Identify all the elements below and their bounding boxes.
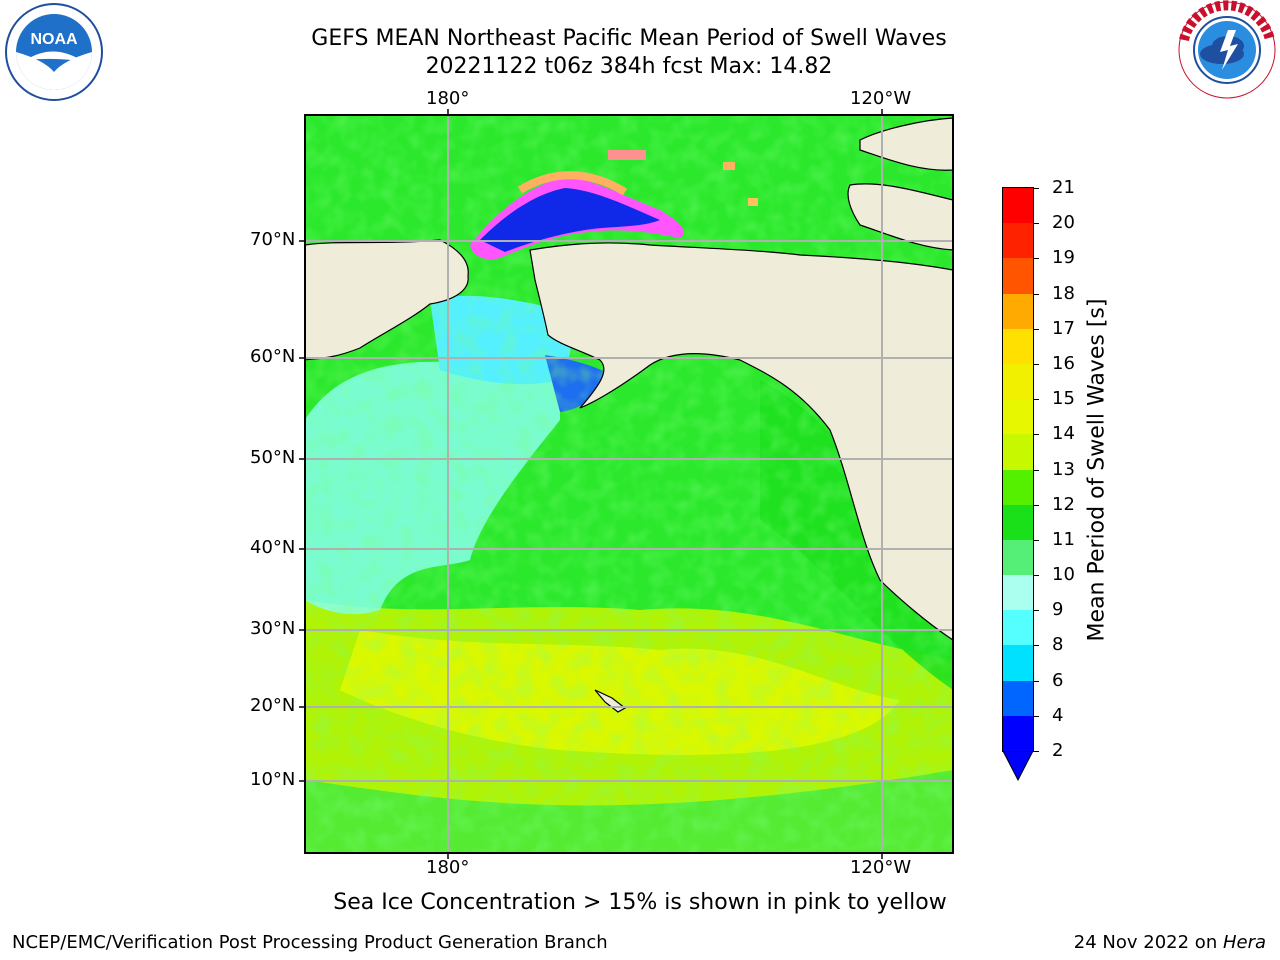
colorbar-segment: [1003, 328, 1033, 365]
colorbar-tick-label: 9: [1052, 599, 1064, 621]
colorbar-tick-mark: [1033, 715, 1039, 717]
colorbar-segment: [1003, 645, 1033, 682]
sea-ice-edge: [517, 171, 628, 196]
colorbar-tick-label: 17: [1052, 317, 1075, 339]
colorbar-tick-label: 16: [1052, 352, 1075, 374]
colorbar-tick-mark: [1033, 434, 1039, 436]
colorbar-tick-mark: [1033, 575, 1039, 577]
land-asia: [305, 239, 469, 361]
colorbar-segment: [1003, 469, 1033, 506]
colorbar-tick-label: 15: [1052, 388, 1075, 410]
lat-label-70n: 70°N: [250, 229, 296, 250]
colorbar-tick-mark: [1033, 504, 1039, 506]
noaa-logo: NOAA: [5, 3, 103, 101]
sea-ice-core: [480, 188, 660, 252]
svg-text:NOAA: NOAA: [30, 31, 78, 48]
colorbar-tick-label: 2: [1052, 740, 1064, 761]
colorbar-tick-mark: [1033, 223, 1039, 225]
land-alaska-canada: [529, 242, 953, 641]
colorbar-tick-label: 4: [1052, 704, 1064, 726]
colorbar-tick-label: 19: [1052, 247, 1075, 269]
colorbar-segment: [1003, 504, 1033, 541]
colorbar-segment: [1003, 610, 1033, 646]
colorbar-segment: [1003, 680, 1033, 717]
colorbar-tick-mark: [1033, 293, 1039, 295]
lon-label-top-120w: 120°W: [850, 88, 912, 109]
footer-date-text: 24 Nov 2022 on: [1073, 932, 1223, 953]
colorbar: [1002, 187, 1034, 752]
colorbar-tick-mark: [1033, 188, 1039, 189]
colorbar-label: Mean Period of Swell Waves [s]: [1084, 298, 1110, 642]
footer-branch: NCEP/EMC/Verification Post Processing Pr…: [12, 932, 608, 953]
colorbar-tick-mark: [1033, 539, 1039, 541]
lat-label-20n: 20°N: [250, 695, 296, 716]
colorbar-tick-mark: [1033, 610, 1039, 612]
sea-ice-patch: [748, 198, 758, 206]
colorbar-segment: [1003, 363, 1033, 400]
map-title: GEFS MEAN Northeast Pacific Mean Period …: [311, 26, 947, 51]
colorbar-tick-label: 6: [1052, 669, 1064, 691]
colorbar-tick-mark: [1033, 469, 1039, 471]
colorbar-tick-label: 20: [1052, 212, 1075, 234]
sea-ice-patch: [723, 162, 735, 170]
colorbar-segment: [1003, 575, 1033, 611]
map-frame: [304, 114, 954, 854]
colorbar-tick-label: 14: [1052, 423, 1075, 445]
colorbar-segment: [1003, 188, 1033, 224]
footer-machine: Hera: [1222, 932, 1266, 953]
colorbar-segment: [1003, 434, 1033, 470]
colorbar-segment: [1003, 715, 1033, 752]
colorbar-tick-label: 11: [1052, 528, 1075, 550]
colorbar-segment: [1003, 293, 1033, 330]
colorbar-segment: [1003, 399, 1033, 435]
colorbar-tick-label: 12: [1052, 493, 1075, 515]
colorbar-tick-label: 8: [1052, 634, 1064, 656]
colorbar-segment: [1003, 258, 1033, 295]
colorbar-tick-label: 18: [1052, 282, 1075, 304]
colorbar-tick-mark: [1033, 645, 1039, 647]
colorbar-segment: [1003, 223, 1033, 259]
lat-label-10n: 10°N: [250, 769, 296, 790]
colorbar-segment: [1003, 539, 1033, 576]
lat-label-40n: 40°N: [250, 537, 296, 558]
sea-ice-patch: [608, 150, 646, 160]
map-subtitle: 20221122 t06z 384h fcst Max: 14.82: [425, 54, 833, 79]
lat-label-60n: 60°N: [250, 346, 296, 367]
colorbar-tick-label: 10: [1052, 564, 1075, 586]
lat-label-50n: 50°N: [250, 447, 296, 468]
nws-logo: [1178, 0, 1276, 99]
colorbar-tick-mark: [1033, 680, 1039, 682]
footer-date: 24 Nov 2022 on Hera: [1074, 932, 1266, 953]
colorbar-tick-mark: [1033, 363, 1039, 365]
lon-label-top-180: 180°: [426, 88, 470, 109]
land-arctic-islands-2: [847, 183, 953, 251]
lon-label-bottom-180: 180°: [426, 857, 470, 878]
lon-label-bottom-120w: 120°W: [850, 857, 912, 878]
colorbar-tick-mark: [1033, 328, 1039, 330]
colorbar-tick-mark: [1033, 399, 1039, 401]
colorbar-tick-mark: [1033, 258, 1039, 260]
sea-ice-note: Sea Ice Concentration > 15% is shown in …: [333, 890, 947, 915]
colorbar-tick-label: 13: [1052, 458, 1075, 480]
colorbar-tick-label: 21: [1052, 177, 1075, 198]
lat-label-30n: 30°N: [250, 618, 296, 639]
colorbar-tick-mark: [1033, 751, 1039, 752]
colorbar-extend-triangle: [1003, 751, 1034, 781]
